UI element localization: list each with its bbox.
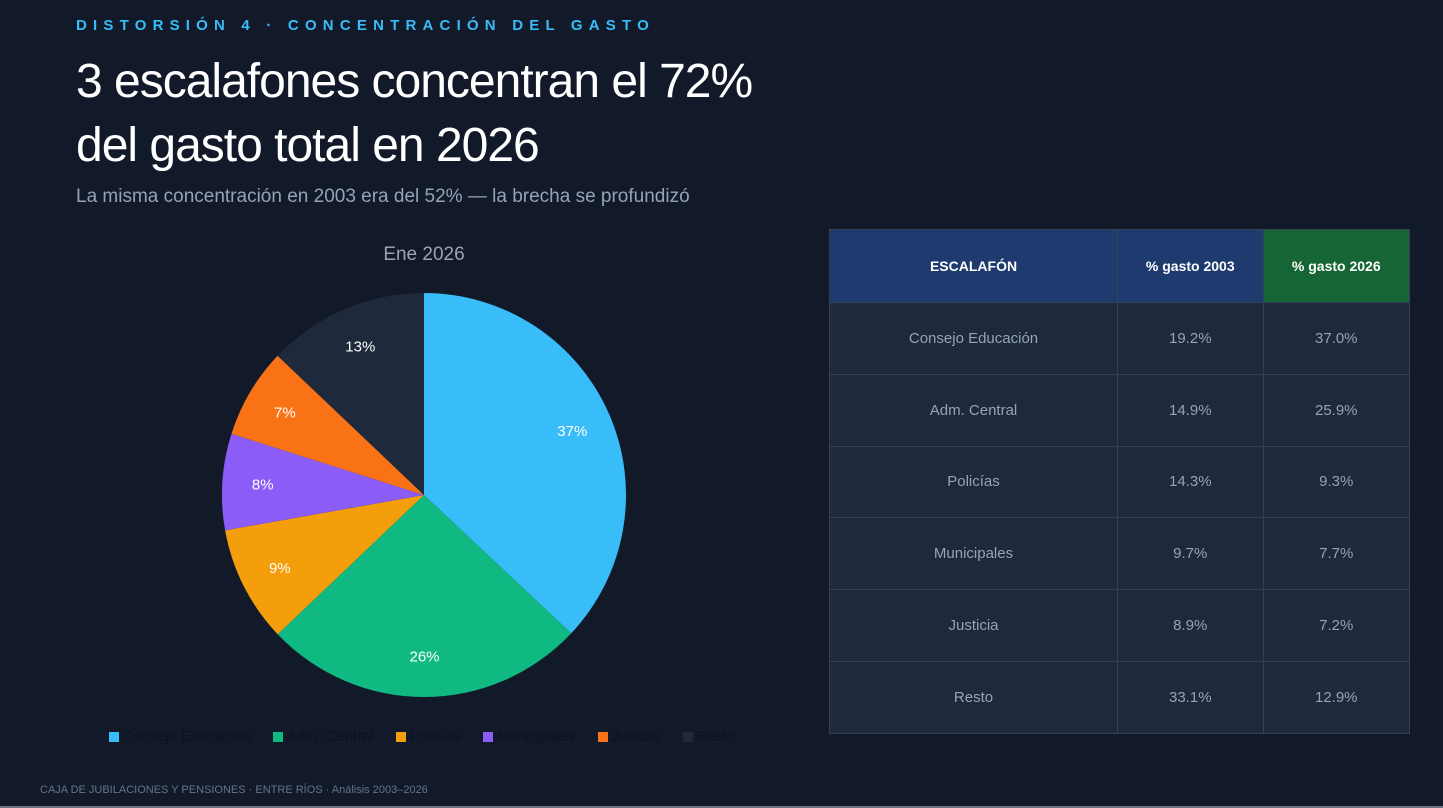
chart-title: Ene 2026 [383,244,465,265]
table-cell: Resto [828,660,1119,734]
pie-label-0: 37% [557,423,587,440]
pie-label-4: 7% [274,405,296,422]
footer: CAJA DE JUBILACIONES Y PENSIONES · ENTRE… [40,784,428,796]
table-row: Justicia 8.9% 7.2% [828,589,1411,662]
legend-item: Resto [682,728,735,745]
legend-item: Adm. Central [273,728,374,745]
legend-swatch [682,731,693,742]
data-table: ESCALAFÓN% gasto 2003% gasto 2026 Consej… [828,229,1411,734]
table-cell: 7.7% [1262,517,1411,591]
column-header: ESCALAFÓN [828,229,1119,303]
legend-label: Policías [408,728,462,745]
pie-slice-5 [277,293,424,495]
table-cell: 25.9% [1262,373,1411,447]
legend-swatch [273,731,284,742]
page-subtitle: La misma concentración en 2003 era del 5… [76,186,690,207]
table-cell: 14.9% [1117,373,1264,447]
pie-chart: 37% 26% 9% 8% 7% 13% [221,293,626,697]
table-cell: Policías [828,445,1119,519]
pie-slice-3 [221,433,424,531]
legend-item: Policías [395,728,462,745]
table-row: Resto 33.1% 12.9% [828,660,1411,734]
pie-label-1: 26% [409,649,439,666]
pie-slice-0 [424,293,626,634]
table-header-row: ESCALAFÓN% gasto 2003% gasto 2026 [828,229,1411,303]
pie-slice-1 [277,495,572,697]
column-header: % gasto 2026 [1262,229,1411,303]
table-cell: 7.2% [1262,589,1411,662]
table-cell: Adm. Central [828,373,1119,447]
page-title: 3 escalafones concentran el 72% del gast… [76,50,753,178]
table-cell: 9.7% [1117,517,1264,591]
column-header: % gasto 2003 [1117,229,1264,303]
pie-label-3: 8% [252,476,274,493]
table-row: Consejo Educación 19.2% 37.0% [828,302,1411,375]
legend-swatch [109,731,119,742]
table-row: Municipales 9.7% 7.7% [828,517,1411,591]
legend-swatch [597,731,608,742]
pie-label-5: 13% [345,338,375,355]
title-line-2: del gasto total en 2026 [76,119,540,172]
legend-label: Consejo Educación [122,728,252,745]
table-cell: 19.2% [1117,302,1264,375]
table-cell: Consejo Educación [828,302,1119,375]
pie-slice-2 [225,495,424,635]
table-cell: 33.1% [1117,660,1264,734]
table-cell: 8.9% [1117,589,1264,662]
title-line-1: 3 escalafones concentran el 72% [76,55,753,108]
legend-label: Resto [695,728,735,745]
table-row: Policías 14.3% 9.3% [828,445,1411,519]
pie-slice-4 [231,355,424,495]
legend-item: Consejo Educación [109,728,251,745]
legend-label: Justicia [610,728,661,745]
legend-swatch [483,731,494,742]
table-cell: 37.0% [1262,302,1411,375]
legend-label: Municipales [496,728,576,745]
legend-item: Municipales [483,728,576,745]
table-cell: Justicia [828,589,1119,662]
table-cell: 12.9% [1262,660,1411,734]
table-cell: 9.3% [1262,445,1411,519]
legend-label: Adm. Central [286,728,374,745]
table-cell: Municipales [828,517,1119,591]
chart-legend: Consejo Educación Adm. Central Policías Mun… [109,728,735,745]
legend-item: Justicia [597,728,661,745]
table-cell: 14.3% [1117,445,1264,519]
bottom-divider [0,806,1443,808]
section-eyebrow: DISTORSIÓN 4 · CONCENTRACIÓN DEL GASTO [76,17,655,34]
table-row: Adm. Central 14.9% 25.9% [828,373,1411,447]
legend-swatch [395,731,406,742]
pie-label-2: 9% [269,560,291,577]
